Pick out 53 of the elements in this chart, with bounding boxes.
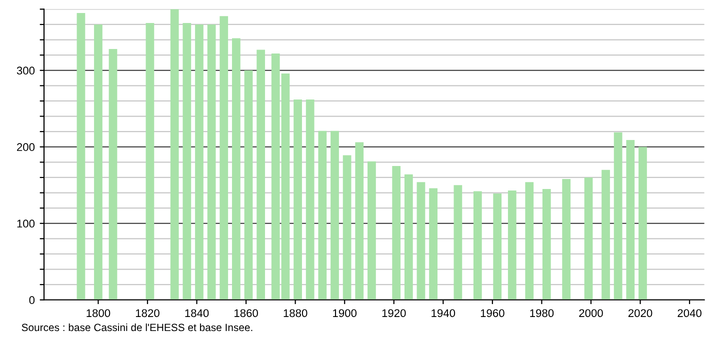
x-tick-label: 1820: [136, 309, 160, 318]
x-tick-label: 1940: [432, 309, 456, 318]
bar: [355, 142, 364, 300]
bar: [220, 16, 228, 300]
bar: [318, 130, 327, 300]
bar: [256, 50, 266, 300]
bar: [306, 99, 314, 300]
bar: [342, 155, 352, 300]
x-tick-label: 1860: [234, 309, 258, 318]
bar: [232, 38, 240, 300]
bar: [146, 22, 154, 300]
x-tick-label: 2000: [579, 309, 603, 318]
bar: [170, 9, 179, 300]
bar: [392, 166, 401, 300]
bar: [416, 182, 426, 300]
bar: [626, 140, 635, 300]
bar: [473, 191, 482, 300]
x-tick-label: 1840: [185, 309, 209, 318]
bar: [182, 22, 192, 300]
bar: [584, 177, 593, 300]
source-note: Sources : base Cassini de l'EHESS et base Insee.: [22, 323, 252, 332]
bar: [493, 194, 502, 300]
bar: [562, 179, 571, 300]
bar: [525, 182, 534, 300]
bar: [195, 24, 204, 300]
bar: [508, 190, 516, 300]
bar: [76, 13, 86, 300]
bar: [94, 24, 102, 300]
bar: [602, 170, 610, 300]
bar: [330, 130, 339, 300]
x-tick-label: 1800: [86, 309, 110, 318]
bar: [207, 24, 216, 300]
y-tick-label: 100: [17, 220, 35, 228]
bar: [638, 146, 647, 300]
x-tick-label: 1880: [284, 309, 308, 318]
bar: [429, 188, 438, 300]
x-tick-label: 1920: [382, 309, 406, 318]
x-tick-label: 1980: [530, 309, 554, 318]
y-tick-label: 300: [16, 66, 35, 75]
bar: [244, 70, 253, 300]
x-tick-label: 2040: [678, 309, 702, 318]
bar: [108, 48, 118, 300]
x-tick-label: 1960: [480, 309, 504, 318]
bar: [454, 185, 462, 300]
x-tick-label: 2020: [628, 309, 652, 318]
y-tick-label: 0: [29, 296, 35, 304]
bar: [368, 161, 376, 300]
bar: [614, 132, 622, 300]
x-tick-label: 1900: [333, 309, 357, 318]
bar: [294, 99, 302, 300]
bar: [542, 188, 551, 300]
bar: [404, 174, 413, 300]
y-tick-label: 200: [17, 143, 35, 152]
